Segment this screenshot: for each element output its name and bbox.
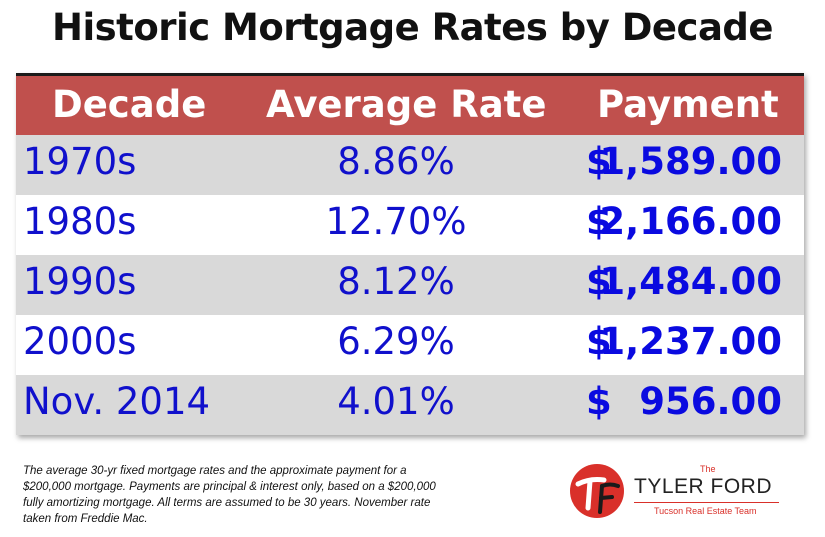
decade-cell: 1990s [23, 260, 137, 303]
payment-cell: 956.00 [639, 380, 782, 423]
dollar-sign: $ [586, 320, 612, 363]
column-header-average-rate: Average Rate [266, 83, 547, 126]
footnote: The average 30-yr fixed mortgage rates a… [23, 465, 436, 525]
decade-cell: 1970s [23, 140, 137, 183]
table-row: 2000s 6.29% $ 1,237.00 [16, 315, 804, 375]
logo-divider [634, 502, 779, 503]
payment-cell: 1,484.00 [599, 260, 782, 303]
column-header-payment: Payment [597, 83, 779, 126]
dollar-sign: $ [586, 200, 612, 243]
table-row: 1980s 12.70% $ 2,166.00 [16, 195, 804, 255]
decade-cell: 2000s [23, 320, 137, 363]
dollar-sign: $ [586, 140, 612, 183]
logo-name: TYLER FORD [634, 475, 773, 498]
dollar-sign: $ [586, 380, 612, 423]
page-title: Historic Mortgage Rates by Decade [51, 6, 774, 49]
table-row: 1990s 8.12% $ 1,484.00 [16, 255, 804, 315]
rate-cell: 8.12% [337, 260, 455, 303]
payment-cell: 2,166.00 [599, 200, 782, 243]
tyler-ford-logo: The TYLER FORD Tucson Real Estate Team [568, 462, 808, 522]
column-header-decade: Decade [52, 83, 207, 126]
dollar-sign: $ [586, 260, 612, 303]
rate-cell: 12.70% [325, 200, 467, 243]
decade-cell: Nov. 2014 [23, 380, 211, 423]
decade-cell: 1980s [23, 200, 137, 243]
rate-cell: 8.86% [337, 140, 455, 183]
table-row: 1970s 8.86% $ 1,589.00 [16, 135, 804, 195]
table-row: Nov. 2014 4.01% $ 956.00 [16, 375, 804, 435]
rate-cell: 6.29% [337, 320, 455, 363]
table-header-row: Decade Average Rate Payment [16, 73, 804, 135]
tf-monogram-icon [570, 464, 624, 518]
rate-cell: 4.01% [337, 380, 455, 423]
logo-the-label: The [700, 464, 716, 474]
payment-cell: 1,237.00 [599, 320, 782, 363]
payment-cell: 1,589.00 [599, 140, 782, 183]
logo-subtitle: Tucson Real Estate Team [654, 506, 757, 516]
mortgage-rates-table: Decade Average Rate Payment 1970s 8.86% … [16, 73, 804, 435]
